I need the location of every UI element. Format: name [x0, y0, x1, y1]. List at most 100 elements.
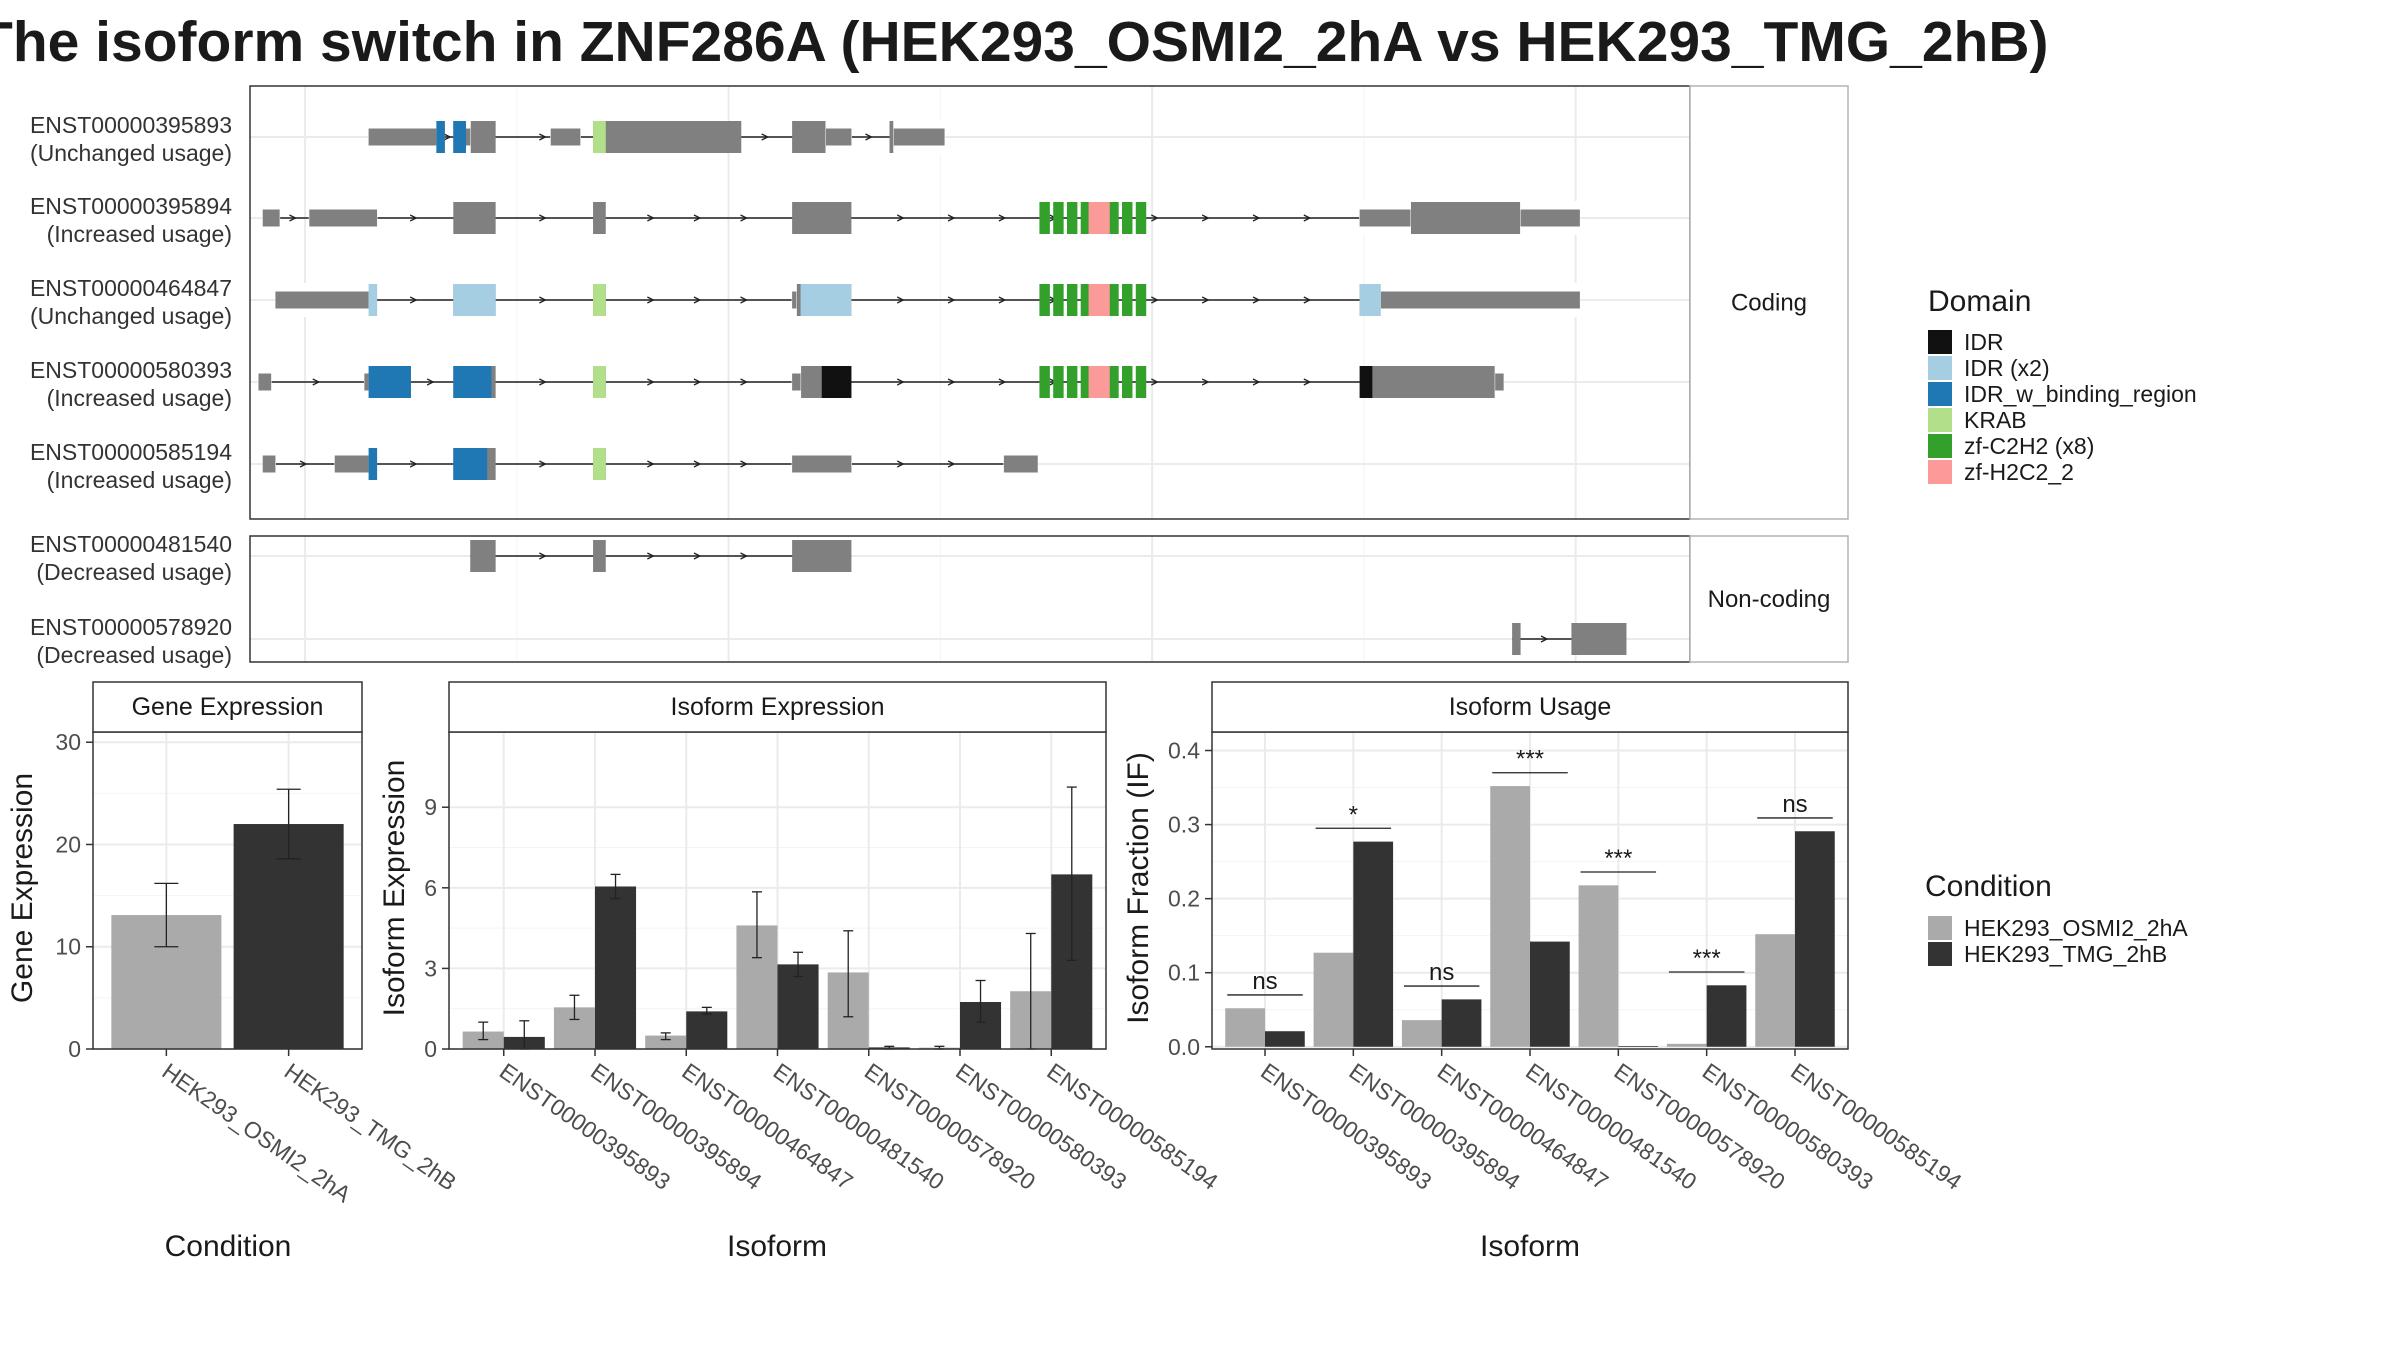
y-tick-label: 0.1 — [1168, 960, 1200, 986]
x-axis-label: Isoform — [727, 1230, 827, 1263]
y-axis-label: Isoform Expression — [378, 760, 411, 1017]
transcript-usage-label: (Increased usage) — [47, 385, 232, 411]
x-tick-label: ENST00000580393 — [951, 1058, 1131, 1195]
domain-legend-key — [1928, 356, 1952, 380]
y-tick-label: 10 — [55, 934, 81, 960]
zf-c2h2-domain — [1053, 366, 1064, 398]
transcript-ENST00000580393 — [257, 365, 1505, 399]
idr_w_binding_region-domain — [368, 366, 411, 398]
transcript-ENST00000585194 — [262, 447, 1039, 481]
bar — [233, 824, 344, 1049]
zf-c2h2-domain — [1135, 366, 1147, 398]
domain-legend-key — [1928, 330, 1952, 354]
significance-label: *** — [1604, 845, 1632, 872]
y-tick-label: 9 — [424, 794, 437, 820]
intron-arrow — [740, 552, 748, 560]
zf-c2h2-domain — [1080, 366, 1092, 398]
x-tick-label: ENST00000395893 — [495, 1058, 675, 1195]
utr-block — [309, 209, 378, 227]
bar — [462, 1031, 504, 1049]
bar — [1225, 1008, 1265, 1047]
y-tick-label: 0.2 — [1168, 886, 1200, 912]
panel-strip — [448, 681, 1107, 733]
intron-arrow — [539, 296, 547, 304]
intron-arrow — [998, 296, 1007, 304]
intron-arrow — [647, 378, 655, 386]
zf-c2h2-domain — [1135, 202, 1147, 234]
domain-legend-label: IDR_w_binding_region — [1964, 381, 2197, 407]
intron-arrow — [740, 214, 748, 222]
domain-legend-label: zf-C2H2 (x8) — [1964, 433, 2094, 459]
transcript-id-label: ENST00000580393 — [30, 357, 232, 383]
exon-block — [593, 540, 606, 572]
intron-arrow — [647, 460, 655, 468]
utr-block — [550, 128, 581, 146]
utr-block — [1003, 455, 1038, 473]
intron-arrow — [299, 460, 308, 468]
intron-arrow — [1252, 296, 1261, 304]
domain-legend-label: IDR — [1964, 329, 2004, 355]
utr-block — [1520, 209, 1580, 227]
krab-domain — [593, 366, 606, 398]
significance-label: ns — [1429, 959, 1454, 986]
intron-arrow — [1303, 378, 1312, 386]
y-tick-label: 3 — [424, 955, 437, 981]
transcript-ENST00000395893 — [368, 120, 946, 154]
intron-arrow — [312, 378, 321, 386]
bar — [1490, 786, 1530, 1047]
intron-arrow — [1201, 378, 1210, 386]
x-axis-label: Isoform — [1480, 1230, 1580, 1263]
idr_w_binding_region-domain — [436, 121, 445, 153]
zf-c2h2-domain — [1053, 284, 1064, 316]
intron-arrow — [947, 460, 956, 468]
transcript-id-label: ENST00000395894 — [30, 193, 232, 219]
domain-legend-key — [1928, 382, 1952, 406]
bar — [1578, 885, 1619, 1047]
figure-title: The isoform switch in ZNF286A (HEK293_OS… — [0, 10, 2049, 74]
zf-c2h2-domain — [1080, 284, 1092, 316]
utr-block — [275, 291, 369, 309]
bar — [1441, 999, 1482, 1047]
chart-panel-gene-expression: Gene Expression0102030HEK293_OSMI2_2hAHE… — [6, 681, 461, 1263]
significance-label: ns — [1252, 968, 1277, 995]
intron-arrow — [1201, 296, 1210, 304]
bar — [1313, 952, 1354, 1047]
idr-domain — [800, 284, 852, 316]
bar — [1353, 841, 1394, 1047]
utr-block — [262, 209, 280, 227]
zf-h2c2-domain — [1088, 366, 1110, 398]
facet-strip — [1689, 535, 1849, 663]
krab-domain — [593, 448, 606, 480]
intron-arrow — [409, 214, 418, 222]
bar — [1618, 1046, 1659, 1047]
panel-strip — [1211, 681, 1849, 733]
exon-block — [792, 202, 852, 234]
significance-label: * — [1349, 801, 1358, 828]
zf-h2c2-domain — [1088, 284, 1110, 316]
intron-arrow — [896, 460, 905, 468]
zf-c2h2-domain — [1108, 366, 1119, 398]
intron-arrow — [539, 214, 547, 222]
y-tick-label: 20 — [55, 831, 81, 857]
exon-block — [1512, 623, 1521, 655]
bar — [1265, 1031, 1305, 1047]
significance-label: *** — [1693, 945, 1721, 972]
bar — [1795, 831, 1835, 1047]
intron-arrow — [947, 378, 956, 386]
y-tick-label: 0.4 — [1168, 738, 1200, 764]
panel-title: Isoform Expression — [671, 693, 885, 721]
idr_w_binding_region-domain — [453, 448, 488, 480]
utr-block — [1495, 373, 1504, 391]
intron-arrow — [409, 460, 418, 468]
domain-legend-title: Domain — [1928, 285, 2031, 318]
condition-legend-label: HEK293_OSMI2_2hA — [1964, 915, 2188, 941]
intron-arrow — [1540, 635, 1549, 643]
exon-block — [593, 202, 606, 234]
intron-arrow — [693, 296, 702, 304]
zf-c2h2-domain — [1066, 366, 1078, 398]
significance-label: *** — [1516, 746, 1544, 773]
chart-panel-isoform-usage: ns * ns *** *** *** ns Isoform Usage 0.0 0.1 0.2 0.… — [1122, 681, 1967, 1263]
structure-panel-bg — [250, 536, 1690, 662]
utr-block — [792, 373, 801, 391]
zf-h2c2-domain — [1088, 202, 1110, 234]
